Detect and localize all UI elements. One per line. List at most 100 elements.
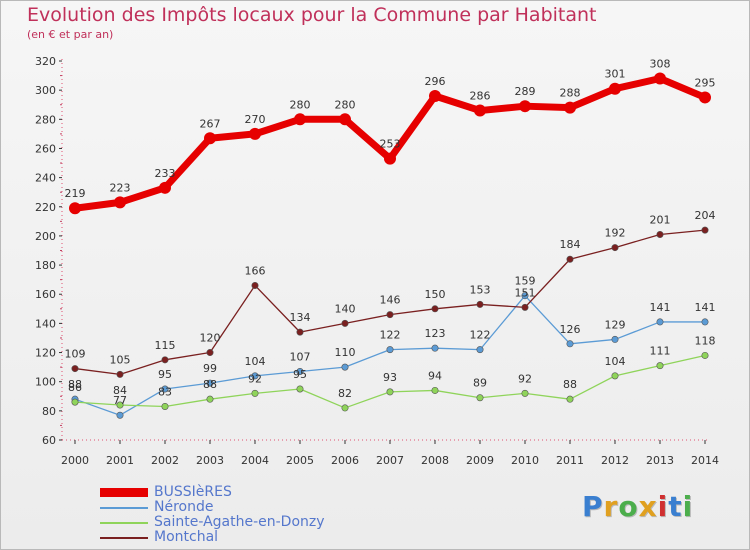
data-point [656,230,664,238]
data-label: 99 [203,362,217,375]
legend-swatch [100,488,148,497]
proxiti-logo: Proxiti [582,490,693,523]
x-tick-label: 2003 [196,454,224,467]
data-point [206,379,214,387]
data-label: 109 [65,348,86,361]
data-point [251,281,259,289]
data-point [431,305,439,313]
data-point [71,398,79,406]
y-tick-label: 300 [35,84,56,97]
data-label: 129 [605,318,626,331]
line-chart: 60 80 100 120 140 160 180 200 220 240 260 280 300 320… [35,55,719,467]
logo-letter: i [682,490,694,523]
data-point [341,404,349,412]
data-label: 82 [338,387,352,400]
data-point [161,385,169,393]
data-label: 301 [605,68,626,81]
legend-label: Montchal [154,529,219,545]
x-tick-label: 2011 [556,454,584,467]
data-label: 295 [695,76,716,89]
y-tick-label: 100 [35,376,56,389]
data-point [609,82,621,95]
legend-swatch [100,507,148,509]
data-label: 77 [113,394,127,407]
data-label: 308 [650,57,671,70]
logo-letter: r [603,490,619,523]
data-point [656,318,664,326]
x-tick-label: 2014 [691,454,719,467]
logo-letter: P [582,490,604,523]
data-point [519,100,531,113]
data-point [159,181,171,194]
data-point [386,346,394,354]
data-point [701,351,709,359]
data-label: 288 [560,87,581,100]
data-point [341,363,349,371]
data-label: 140 [335,302,356,315]
data-label: 104 [245,355,266,368]
data-label: 88 [203,378,217,391]
data-label: 296 [425,75,446,88]
data-label: 122 [380,329,401,342]
data-label: 95 [293,368,307,381]
y-tick-label: 260 [35,142,56,155]
data-point [386,311,394,319]
data-point [521,303,529,311]
legend-label: BUSSIèRES [154,484,232,500]
data-label: 204 [695,209,716,222]
x-tick-label: 2002 [151,454,179,467]
data-point [296,385,304,393]
data-label: 141 [695,301,716,314]
data-label: 107 [290,350,311,363]
data-point [386,388,394,396]
x-tick-label: 2013 [646,454,674,467]
y-tick-label: 160 [35,288,56,301]
data-point [566,395,574,403]
legend-label: Néronde [154,499,214,515]
data-label: 86 [68,381,82,394]
logo-letter: o [618,490,639,523]
y-tick-label: 280 [35,113,56,126]
data-label: 267 [200,117,221,130]
data-label: 88 [563,378,577,391]
y-tick-label: 180 [35,259,56,272]
data-label: 115 [155,339,176,352]
data-point [116,411,124,419]
data-point [654,72,666,85]
data-label: 280 [335,98,356,111]
x-tick-label: 2012 [601,454,629,467]
data-label: 126 [560,323,581,336]
data-point [161,356,169,364]
data-label: 253 [380,138,401,151]
data-label: 111 [650,345,671,358]
data-label: 184 [560,238,581,251]
y-tick-label: 240 [35,172,56,185]
data-point [699,91,711,104]
data-point [474,104,486,117]
data-point [564,101,576,114]
data-point [251,372,259,380]
data-point [476,346,484,354]
data-label: 146 [380,294,401,307]
data-point [431,386,439,394]
data-label: 280 [290,98,311,111]
data-label: 192 [605,227,626,240]
data-point [341,319,349,327]
data-point [296,328,304,336]
data-label: 141 [650,301,671,314]
data-label: 88 [68,378,82,391]
data-point [251,389,259,397]
y-tick-label: 140 [35,317,56,330]
data-label: 105 [110,353,131,366]
chart-subtitle: (en € et par an) [27,28,114,41]
x-tick-label: 2004 [241,454,269,467]
data-label: 123 [425,327,446,340]
data-label: 84 [113,384,127,397]
data-point [249,127,261,140]
data-point [204,132,216,145]
data-label: 166 [245,264,266,277]
x-tick-label: 2007 [376,454,404,467]
data-point [116,370,124,378]
data-label: 153 [470,283,491,296]
